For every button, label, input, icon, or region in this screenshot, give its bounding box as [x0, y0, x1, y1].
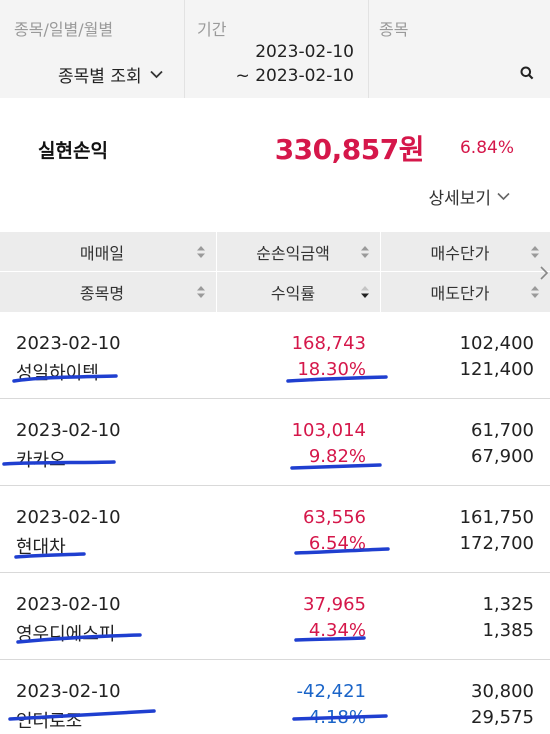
row-sell-price: 29,575 — [471, 707, 534, 728]
row-stock-name: 현대차 — [16, 537, 66, 558]
realized-pnl-label: 실현손익 — [38, 140, 108, 162]
table-row[interactable]: 2023-02-10 현대차 63,556 6.54% 161,750 172,… — [0, 487, 550, 573]
row-buy-price: 102,400 — [459, 333, 534, 354]
table-row[interactable]: 2023-02-10 영우디에스피 37,965 4.34% 1,325 1,3… — [0, 574, 550, 660]
pen-underline-marks — [14, 547, 390, 559]
row-net-profit: 168,743 — [291, 333, 366, 354]
date-to: ~ 2023-02-10 — [235, 66, 354, 86]
table-header: 매매일 순손익금액 매수단가 종목명 수익률 매도단가 — [0, 232, 550, 312]
pen-underline-marks — [2, 460, 382, 470]
period-label: 기간 — [197, 20, 227, 39]
row-return-rate: 4.34% — [308, 620, 366, 641]
row-sell-price: 172,700 — [459, 533, 534, 554]
header-buy-price: 매수단가 — [430, 244, 490, 263]
header-sell-price: 매도단가 — [430, 284, 490, 303]
chevron-down-icon — [497, 192, 510, 201]
row-buy-price: 61,700 — [471, 420, 534, 441]
row-net-profit: 37,965 — [303, 594, 366, 615]
row-stock-name: 성일하이텍 — [16, 363, 99, 384]
realized-pnl-rate: 6.84% — [459, 138, 514, 158]
sort-icon — [531, 286, 539, 298]
period-filter[interactable]: 기간 2023-02-10 ~ 2023-02-10 — [184, 0, 368, 98]
sort-return-rate[interactable]: 수익률 — [218, 272, 381, 312]
row-return-rate: 6.54% — [308, 533, 366, 554]
row-return-rate: 9.82% — [308, 446, 366, 467]
row-stock-name: 인터로조 — [16, 711, 83, 732]
sort-sell-price[interactable]: 매도단가 — [382, 272, 550, 312]
header-divider — [0, 271, 550, 272]
sort-icon — [197, 286, 205, 298]
date-range[interactable]: 2023-02-10 ~ 2023-02-10 — [236, 40, 354, 88]
table-row[interactable]: 2023-02-10 카카오 103,014 9.82% 61,700 67,9… — [0, 400, 550, 486]
sort-icon — [361, 246, 369, 258]
pen-underline-marks — [12, 374, 388, 383]
header-stock-name: 종목명 — [79, 284, 125, 303]
row-sell-price: 67,900 — [471, 446, 534, 467]
sort-stock-name[interactable]: 종목명 — [0, 272, 217, 312]
row-sell-price: 121,400 — [459, 359, 534, 380]
header-trade-date: 매매일 — [79, 244, 125, 263]
chevron-right-icon[interactable] — [540, 266, 548, 280]
view-select-value: 종목별 조회 — [58, 67, 142, 87]
row-buy-price: 1,325 — [482, 594, 534, 615]
filter-bar: 종목/일별/월별 종목별 조회 기간 2023-02-10 ~ 2023-02-… — [0, 0, 550, 98]
view-select-dropdown[interactable]: 종목별 조회 — [58, 62, 163, 87]
row-trade-date: 2023-02-10 — [16, 681, 121, 702]
row-buy-price: 161,750 — [459, 507, 534, 528]
sort-trade-date[interactable]: 매매일 — [0, 232, 217, 272]
search-icon[interactable] — [520, 66, 534, 80]
row-trade-date: 2023-02-10 — [16, 420, 121, 441]
view-type-filter[interactable]: 종목/일별/월별 종목별 조회 — [0, 0, 184, 98]
header-net-profit: 순손익금액 — [256, 244, 330, 263]
row-stock-name: 카카오 — [16, 450, 66, 471]
row-sell-price: 1,385 — [482, 620, 534, 641]
realized-pnl-amount: 330,857원 — [274, 133, 425, 166]
sort-icon — [531, 246, 539, 258]
sort-net-profit[interactable]: 순손익금액 — [218, 232, 381, 272]
row-return-rate: 18.30% — [297, 359, 366, 380]
row-trade-date: 2023-02-10 — [16, 333, 121, 354]
table-row[interactable]: 2023-02-10 성일하이텍 168,743 18.30% 102,400 … — [0, 313, 550, 399]
row-net-profit: -42,421 — [296, 681, 366, 702]
row-return-rate: -4.18% — [302, 707, 366, 728]
row-net-profit: 103,014 — [291, 420, 366, 441]
sort-icon — [197, 246, 205, 258]
sort-buy-price[interactable]: 매수단가 — [382, 232, 550, 272]
stock-label: 종목 — [379, 20, 409, 39]
row-trade-date: 2023-02-10 — [16, 594, 121, 615]
detail-view-link[interactable]: 상세보기 — [428, 184, 510, 209]
detail-view-label: 상세보기 — [428, 189, 491, 209]
sort-desc-active-icon — [361, 286, 369, 298]
row-stock-name: 영우디에스피 — [16, 624, 116, 645]
chevron-down-icon — [149, 70, 163, 79]
stock-filter[interactable]: 종목 — [368, 0, 550, 98]
date-from: 2023-02-10 — [255, 42, 354, 62]
header-return-rate: 수익률 — [270, 284, 316, 303]
view-type-label: 종목/일별/월별 — [14, 20, 114, 39]
row-net-profit: 63,556 — [303, 507, 366, 528]
row-trade-date: 2023-02-10 — [16, 507, 121, 528]
pen-underline-marks — [16, 633, 366, 644]
row-buy-price: 30,800 — [471, 681, 534, 702]
table-row[interactable]: 2023-02-10 인터로조 -42,421 -4.18% 30,800 29… — [0, 661, 550, 734]
